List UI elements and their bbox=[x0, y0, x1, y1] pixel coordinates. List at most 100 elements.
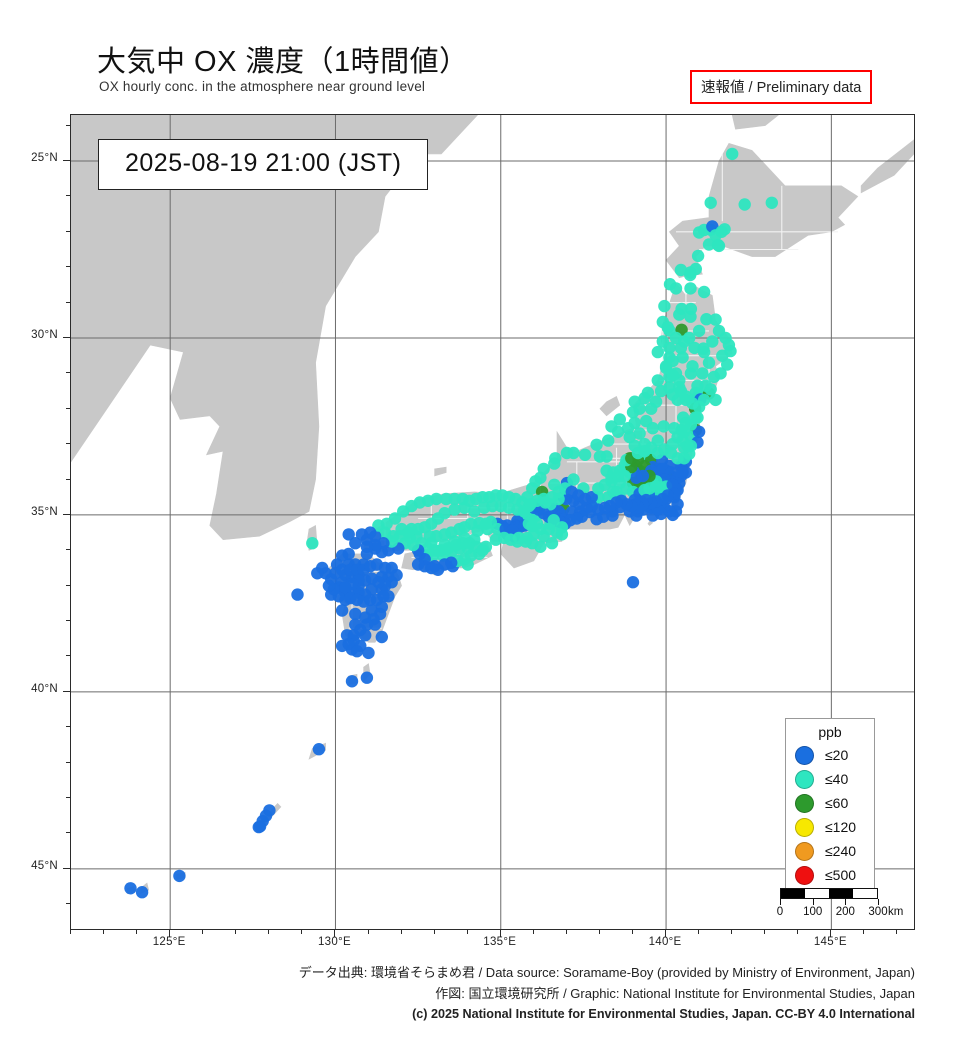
observation-point[interactable] bbox=[312, 743, 326, 756]
observation-point[interactable] bbox=[425, 561, 438, 575]
observation-point[interactable] bbox=[476, 544, 489, 557]
observation-point[interactable] bbox=[702, 238, 716, 251]
observation-point[interactable] bbox=[606, 509, 619, 522]
observation-point[interactable] bbox=[630, 471, 643, 484]
observation-point[interactable] bbox=[578, 448, 592, 461]
observation-point[interactable] bbox=[411, 558, 425, 571]
observation-point[interactable] bbox=[306, 537, 319, 550]
observation-point[interactable] bbox=[684, 310, 697, 323]
observation-point[interactable] bbox=[704, 196, 717, 209]
observation-point[interactable] bbox=[411, 522, 425, 536]
observation-point[interactable] bbox=[696, 367, 709, 380]
observation-point[interactable] bbox=[679, 390, 693, 403]
observation-point[interactable] bbox=[668, 422, 681, 435]
observation-point[interactable] bbox=[721, 358, 734, 371]
observation-point[interactable] bbox=[661, 321, 674, 334]
observation-point[interactable] bbox=[691, 249, 705, 263]
observation-point[interactable] bbox=[362, 646, 375, 660]
observation-point[interactable] bbox=[345, 675, 359, 688]
observation-point[interactable] bbox=[633, 427, 646, 440]
observation-point[interactable] bbox=[706, 335, 719, 348]
observation-point[interactable] bbox=[471, 524, 484, 537]
observation-point[interactable] bbox=[342, 637, 355, 651]
observation-point[interactable] bbox=[702, 356, 716, 369]
observation-point[interactable] bbox=[560, 446, 574, 460]
observation-point[interactable] bbox=[567, 473, 580, 486]
observation-point[interactable] bbox=[666, 508, 679, 522]
observation-point[interactable] bbox=[590, 438, 603, 451]
observation-point[interactable] bbox=[659, 361, 673, 375]
observation-point[interactable] bbox=[712, 239, 726, 253]
observation-point[interactable] bbox=[342, 528, 355, 541]
observation-point[interactable] bbox=[673, 381, 686, 394]
legend-item[interactable]: ≤60 bbox=[792, 791, 868, 815]
observation-point[interactable] bbox=[360, 671, 374, 684]
observation-point[interactable] bbox=[542, 522, 555, 536]
observation-point[interactable] bbox=[173, 869, 186, 883]
observation-point[interactable] bbox=[527, 528, 540, 541]
observation-point[interactable] bbox=[593, 450, 607, 463]
observation-point[interactable] bbox=[691, 411, 704, 424]
observation-point[interactable] bbox=[458, 501, 471, 514]
observation-point[interactable] bbox=[651, 345, 664, 359]
observation-point[interactable] bbox=[688, 341, 701, 355]
observation-point[interactable] bbox=[649, 395, 663, 408]
observation-point[interactable] bbox=[355, 528, 369, 541]
observation-point[interactable] bbox=[613, 413, 626, 426]
observation-point[interactable] bbox=[658, 299, 671, 313]
observation-point[interactable] bbox=[252, 820, 265, 834]
observation-point[interactable] bbox=[684, 439, 698, 453]
observation-point[interactable] bbox=[700, 313, 713, 326]
observation-point[interactable] bbox=[684, 282, 697, 295]
observation-point[interactable] bbox=[674, 263, 688, 277]
observation-point[interactable] bbox=[481, 522, 494, 536]
observation-point[interactable] bbox=[618, 469, 631, 483]
observation-point[interactable] bbox=[291, 588, 304, 601]
observation-point[interactable] bbox=[657, 420, 670, 433]
observation-point[interactable] bbox=[697, 393, 711, 407]
observation-point[interactable] bbox=[738, 198, 751, 211]
observation-point[interactable] bbox=[335, 604, 349, 617]
observation-point[interactable] bbox=[651, 374, 664, 387]
observation-point[interactable] bbox=[656, 335, 669, 348]
observation-point[interactable] bbox=[692, 425, 706, 438]
observation-point[interactable] bbox=[697, 285, 711, 299]
observation-point[interactable] bbox=[397, 505, 410, 518]
observation-point[interactable] bbox=[322, 579, 336, 592]
observation-point[interactable] bbox=[605, 420, 618, 433]
observation-point[interactable] bbox=[638, 391, 651, 405]
observation-point[interactable] bbox=[726, 147, 739, 161]
observation-point[interactable] bbox=[421, 542, 435, 555]
observation-point[interactable] bbox=[640, 414, 653, 428]
observation-point[interactable] bbox=[714, 367, 727, 380]
observation-point[interactable] bbox=[468, 505, 481, 518]
legend-item[interactable]: ≤40 bbox=[792, 767, 868, 791]
observation-point[interactable] bbox=[709, 393, 722, 407]
observation-point[interactable] bbox=[448, 503, 461, 516]
observation-point[interactable] bbox=[765, 196, 778, 209]
observation-point[interactable] bbox=[585, 491, 598, 504]
observation-point[interactable] bbox=[349, 537, 362, 550]
observation-point[interactable] bbox=[377, 590, 390, 603]
observation-point[interactable] bbox=[689, 262, 702, 276]
observation-point[interactable] bbox=[673, 308, 686, 321]
observation-point[interactable] bbox=[440, 492, 453, 506]
observation-point[interactable] bbox=[311, 567, 324, 580]
observation-point[interactable] bbox=[709, 313, 722, 326]
observation-point[interactable] bbox=[360, 540, 374, 553]
observation-point[interactable] bbox=[678, 452, 691, 465]
observation-point[interactable] bbox=[548, 457, 561, 470]
observation-point[interactable] bbox=[526, 482, 539, 495]
observation-point[interactable] bbox=[135, 886, 149, 899]
observation-point[interactable] bbox=[489, 533, 502, 546]
observation-point[interactable] bbox=[686, 360, 699, 373]
legend-item[interactable]: ≤20 bbox=[792, 743, 868, 767]
observation-point[interactable] bbox=[354, 623, 367, 637]
observation-point[interactable] bbox=[676, 466, 689, 479]
observation-point[interactable] bbox=[722, 338, 736, 352]
observation-point[interactable] bbox=[621, 422, 635, 435]
observation-point[interactable] bbox=[339, 581, 352, 594]
observation-point[interactable] bbox=[375, 630, 388, 644]
observation-point[interactable] bbox=[349, 607, 362, 621]
observation-point[interactable] bbox=[692, 324, 706, 338]
